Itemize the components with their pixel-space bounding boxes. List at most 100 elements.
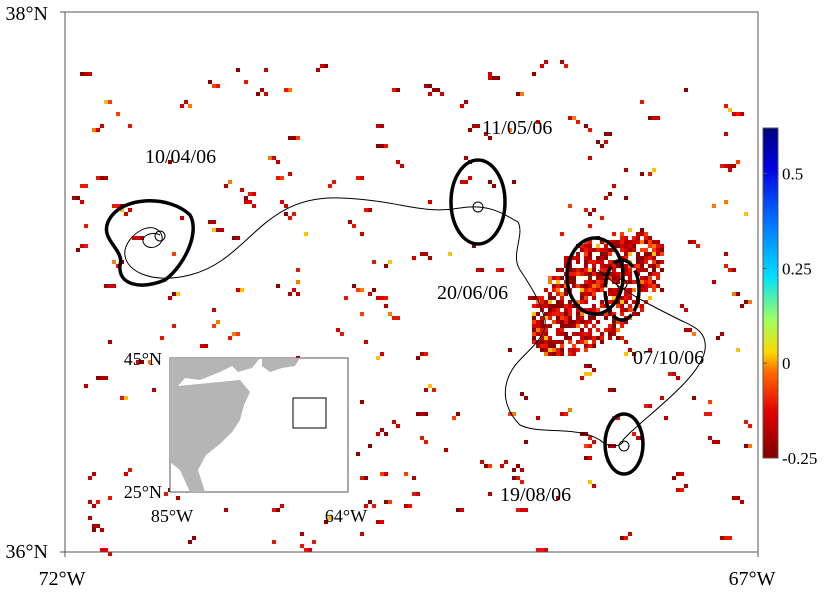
anomaly-pixel	[376, 520, 380, 524]
anomaly-pixel	[380, 296, 384, 300]
anomaly-pixel	[532, 340, 536, 344]
anomaly-pixel	[360, 312, 364, 316]
anomaly-pixel	[600, 340, 604, 344]
anomaly-pixel	[388, 312, 392, 316]
anomaly-pixel	[604, 316, 608, 320]
anomaly-pixel	[608, 192, 612, 196]
colorbar-tick-label: 0.5	[782, 165, 803, 184]
anomaly-pixel	[532, 336, 536, 340]
anomaly-pixel	[736, 496, 740, 500]
anomaly-pixel	[88, 500, 92, 504]
anomaly-pixel	[612, 388, 616, 392]
anomaly-pixel	[560, 304, 564, 308]
anomaly-pixel	[596, 328, 600, 332]
anomaly-pixel	[556, 288, 560, 292]
anomaly-pixel	[568, 336, 572, 340]
anomaly-pixel	[580, 332, 584, 336]
anomaly-pixel	[468, 176, 472, 180]
anomaly-pixel	[540, 320, 544, 324]
anomaly-pixel	[108, 496, 112, 500]
anomaly-pixel	[532, 320, 536, 324]
anomaly-pixel	[604, 268, 608, 272]
anomaly-pixel	[600, 256, 604, 260]
anomaly-pixel	[644, 252, 648, 256]
anomaly-pixel	[648, 280, 652, 284]
anomaly-pixel	[184, 100, 188, 104]
anomaly-pixel	[596, 284, 600, 288]
anomaly-pixel	[472, 244, 476, 248]
anomaly-pixel	[416, 412, 420, 416]
anomaly-pixel	[624, 352, 628, 356]
anomaly-pixel	[364, 504, 368, 508]
anomaly-pixel	[584, 284, 588, 288]
anomaly-pixel	[748, 444, 752, 448]
anomaly-pixel	[344, 296, 348, 300]
anomaly-pixel	[476, 124, 480, 128]
anomaly-pixel	[712, 280, 716, 284]
anomaly-pixel	[92, 128, 96, 132]
anomaly-pixel	[636, 232, 640, 236]
anomaly-pixel	[588, 308, 592, 312]
anomaly-pixel	[616, 320, 620, 324]
anomaly-pixel	[568, 320, 572, 324]
anomaly-pixel	[172, 252, 176, 256]
anomaly-pixel	[388, 500, 392, 504]
anomaly-pixel	[284, 88, 288, 92]
anomaly-pixel	[512, 476, 516, 480]
anomaly-pixel	[380, 144, 384, 148]
anomaly-pixel	[532, 304, 536, 308]
anomaly-pixel	[136, 236, 140, 240]
anomaly-pixel	[588, 320, 592, 324]
anomaly-pixel	[88, 516, 92, 520]
anomaly-pixel	[632, 312, 636, 316]
anomaly-pixel	[632, 352, 636, 356]
anomaly-pixel	[536, 416, 540, 420]
anomaly-pixel	[716, 440, 720, 444]
anomaly-pixel	[592, 316, 596, 320]
anomaly-pixel	[104, 548, 108, 552]
inset-map: 45°N 25°N 85°W 64°W	[124, 349, 367, 526]
anomaly-pixel	[544, 340, 548, 344]
anomaly-pixel	[592, 268, 596, 272]
anomaly-pixel	[612, 276, 616, 280]
anomaly-pixel	[748, 300, 752, 304]
anomaly-pixel	[500, 464, 504, 468]
inset-lat-label: 45°N	[124, 349, 162, 369]
anomaly-pixel	[360, 532, 364, 536]
anomaly-pixel	[588, 248, 592, 252]
anomaly-pixel	[576, 312, 580, 316]
anomaly-pixel	[524, 440, 528, 444]
anomaly-pixel	[600, 284, 604, 288]
anomaly-pixel	[652, 288, 656, 292]
anomaly-pixel	[600, 252, 604, 256]
anomaly-pixel	[676, 472, 680, 476]
anomaly-pixel	[548, 292, 552, 296]
anomaly-pixel	[308, 548, 312, 552]
colorbar	[762, 127, 779, 459]
anomaly-pixel	[644, 256, 648, 260]
anomaly-pixel	[656, 276, 660, 280]
anomaly-pixel	[228, 180, 232, 184]
anomaly-pixel	[628, 532, 632, 536]
anomaly-pixel	[288, 172, 292, 176]
anomaly-pixel	[564, 316, 568, 320]
anomaly-pixel	[580, 376, 584, 380]
colorbar-ticks: 0.5 0.25 0 -0.25	[763, 165, 817, 468]
anomaly-pixel	[276, 160, 280, 164]
anomaly-pixel	[660, 268, 664, 272]
anomaly-pixel	[540, 296, 544, 300]
anomaly-pixel	[112, 284, 116, 288]
anomaly-pixel	[620, 336, 624, 340]
anomaly-pixel	[368, 208, 372, 212]
anomaly-pixel	[596, 276, 600, 280]
anomaly-pixel	[624, 292, 628, 296]
anomaly-pixel	[368, 500, 372, 504]
anomaly-pixel	[628, 228, 632, 232]
anomaly-pixel	[296, 268, 300, 272]
anomaly-pixel	[304, 548, 308, 552]
anomaly-pixel	[568, 300, 572, 304]
anomaly-pixel	[444, 448, 448, 452]
anomaly-pixel	[84, 224, 88, 228]
anomaly-pixel	[588, 156, 592, 160]
anomaly-pixel	[412, 492, 416, 496]
